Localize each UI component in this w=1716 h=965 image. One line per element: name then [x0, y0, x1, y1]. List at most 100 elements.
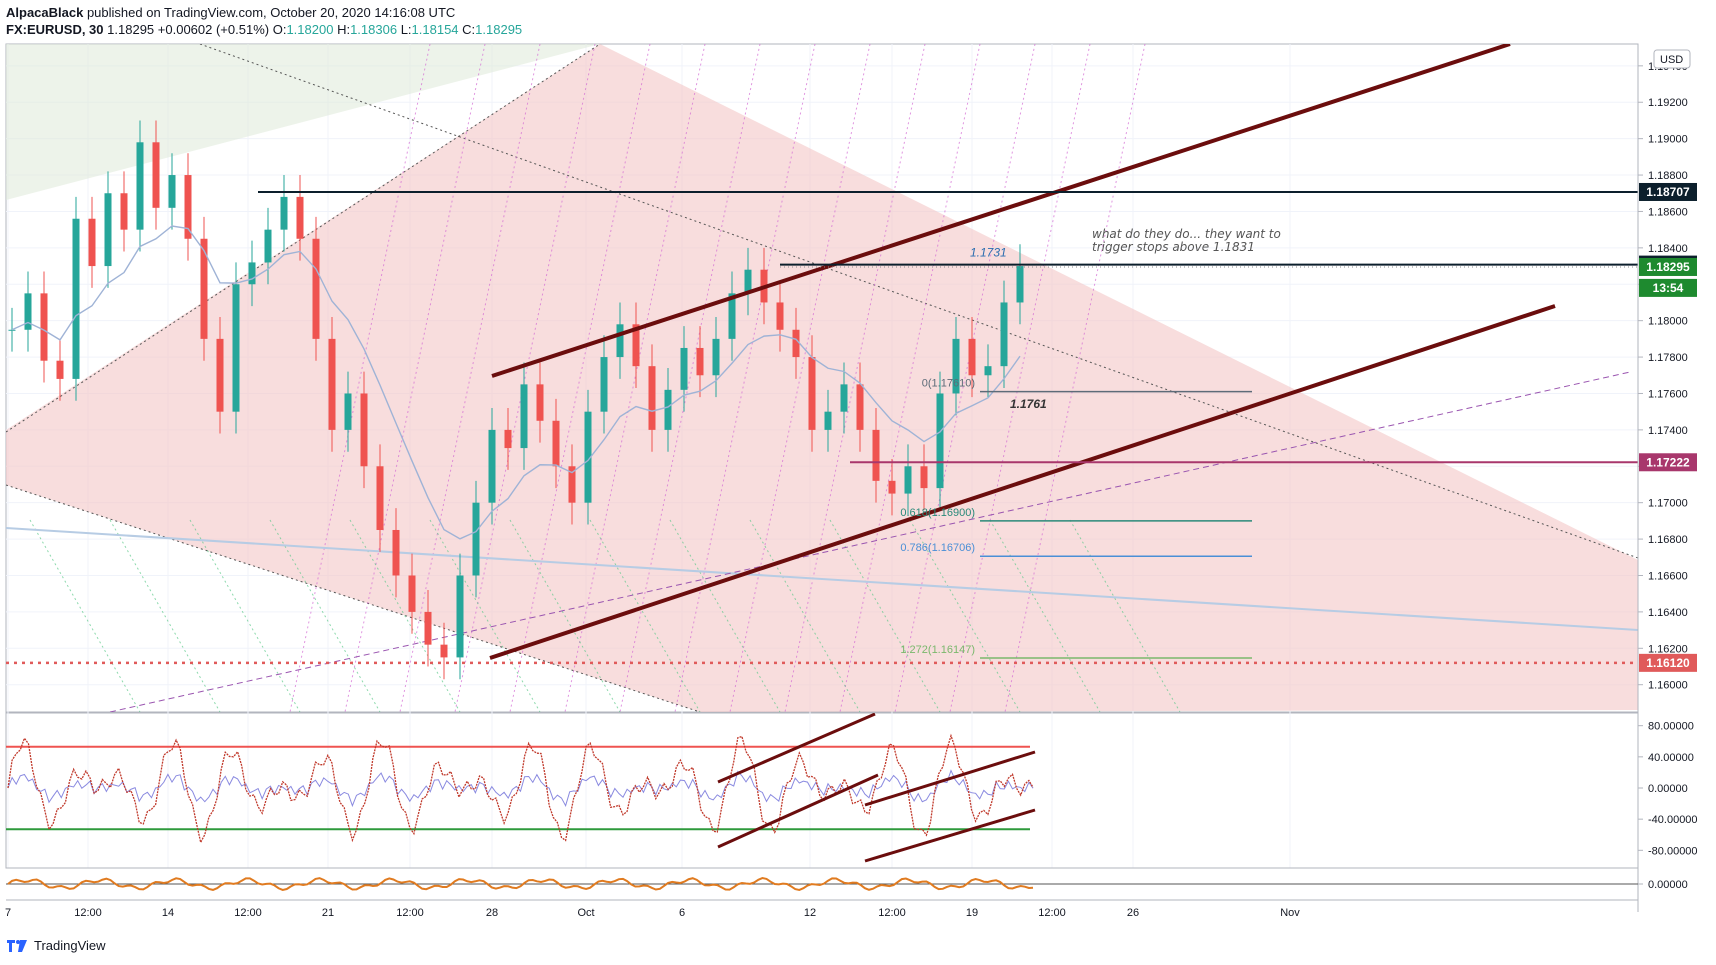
osc-tick-label: 40.00000	[1648, 752, 1694, 764]
publish-info: published on TradingView.com, October 20…	[86, 5, 456, 20]
candle-body	[776, 302, 784, 330]
candle-body	[456, 575, 464, 658]
price-tick-label: 1.17800	[1648, 352, 1688, 364]
price-axis[interactable]: 1.194001.192001.190001.188001.186001.184…	[1637, 44, 1698, 912]
fib-fan-line	[509, 519, 621, 712]
candle-body	[136, 142, 144, 230]
fib-fan-line	[619, 44, 761, 712]
candle-body	[1016, 266, 1024, 303]
candle-body	[232, 284, 240, 412]
channel-lower-line	[489, 304, 1556, 660]
open-value: 1.18200	[286, 22, 334, 37]
candle-body	[712, 338, 720, 376]
fib-level-label: 1.272(1.16147)	[900, 644, 975, 656]
candle-body	[840, 384, 848, 412]
low-value: 1.18154	[411, 22, 459, 37]
price-tick-label: 1.16000	[1648, 680, 1688, 692]
fib-fan-line	[109, 519, 221, 712]
price-tick-label: 1.16400	[1648, 607, 1688, 619]
price-tick-label: 1.16800	[1648, 534, 1688, 546]
fib-fan-line	[729, 44, 871, 712]
candle-body	[344, 393, 352, 430]
main-drawings: 0(1.17610) 0.618(1.16900) 0.786(1.16706) 1.…	[6, 44, 1638, 712]
candle-body	[312, 238, 320, 339]
moving-average-line	[11, 225, 1021, 540]
price-label-box	[1639, 257, 1697, 276]
price-label-text: 13:54	[1653, 281, 1684, 295]
candle-body	[360, 393, 368, 467]
candle-body	[680, 347, 688, 390]
candle-body	[488, 429, 496, 503]
fib-fan-line	[454, 44, 596, 712]
osc-trend-line	[864, 750, 1036, 807]
annotation-1.1761: 1.1761	[1010, 397, 1047, 411]
osc-line-primary	[7, 733, 1034, 845]
candle-body	[936, 393, 944, 489]
open-label: O:	[272, 22, 287, 37]
time-tick-label: 28	[486, 907, 498, 919]
candle-body	[392, 529, 400, 576]
time-tick-label: 12:00	[1038, 907, 1066, 919]
candle-body	[184, 175, 192, 239]
candle-body	[968, 338, 976, 376]
candle-body	[888, 480, 896, 494]
time-tick-label: Oct	[577, 907, 594, 919]
candle-body	[40, 293, 48, 361]
candle-body	[376, 466, 384, 530]
candle-body	[328, 338, 336, 430]
footer-brand[interactable]: TradingView	[6, 938, 106, 953]
price-label-box	[1639, 182, 1697, 201]
candle-body	[616, 324, 624, 358]
candle-body	[264, 229, 272, 263]
candle-body	[824, 411, 832, 430]
candle-body	[248, 262, 256, 285]
price-tick-label: 1.16200	[1648, 643, 1688, 655]
footer-brand-text: TradingView	[34, 938, 106, 953]
price-chart[interactable]: 0(1.17610) 0.618(1.16900) 0.786(1.16706) 1.…	[0, 0, 1716, 930]
osc-tick-label: -80.00000	[1648, 845, 1698, 857]
time-tick-label: 26	[1127, 907, 1139, 919]
time-tick-label: 7	[5, 907, 11, 919]
close-label: C:	[462, 22, 476, 37]
fib-fan-line	[509, 44, 651, 712]
oscillator-pane[interactable]	[5, 712, 1639, 869]
channel-upper-line	[491, 44, 1511, 378]
candle-body	[808, 357, 816, 430]
chart-header: AlpacaBlack published on TradingView.com…	[6, 4, 522, 38]
price-tick-label: 1.17400	[1648, 425, 1688, 437]
currency-label: USD	[1660, 54, 1683, 66]
candle-body	[904, 466, 912, 494]
candle-body	[24, 293, 32, 330]
osc-trend-line	[717, 713, 876, 784]
fib-fan-line	[564, 44, 706, 712]
price-label-box	[1639, 653, 1697, 672]
fib-fan-line	[909, 519, 1021, 712]
fib-fan-line	[784, 44, 926, 712]
candle-body	[280, 196, 288, 230]
time-tick-label: 21	[322, 907, 334, 919]
time-axis[interactable]: 7 12:00 14 12:00 21 12:00 28 Oct 6 12 12:00 19 12:00…	[5, 899, 1638, 919]
fib-fan-line	[839, 44, 981, 712]
author-name[interactable]: AlpacaBlack	[6, 5, 84, 20]
candle-body	[632, 324, 640, 367]
fib-level-label: 0.786(1.16706)	[900, 542, 975, 554]
symbol-label[interactable]: FX:EURUSD, 30	[6, 22, 104, 37]
high-value: 1.18306	[350, 22, 398, 37]
candle-body	[120, 193, 128, 230]
time-tick-label: 12:00	[878, 907, 906, 919]
fib-fan-line	[949, 44, 1091, 712]
candle-body	[744, 269, 752, 294]
osc-tick-label: -40.00000	[1648, 814, 1698, 826]
candle-body	[584, 411, 592, 503]
candle-body	[200, 238, 208, 339]
fib-fan-line	[189, 519, 301, 712]
candle-body	[88, 218, 96, 267]
time-tick-label: 19	[966, 907, 978, 919]
candle-body	[984, 366, 992, 376]
osc2-line	[7, 877, 1034, 892]
fib-fan-line	[289, 44, 431, 712]
price-change: +0.00602 (+0.51%)	[157, 22, 270, 37]
close-value: 1.18295	[475, 22, 523, 37]
fib-fan-line	[429, 519, 541, 712]
